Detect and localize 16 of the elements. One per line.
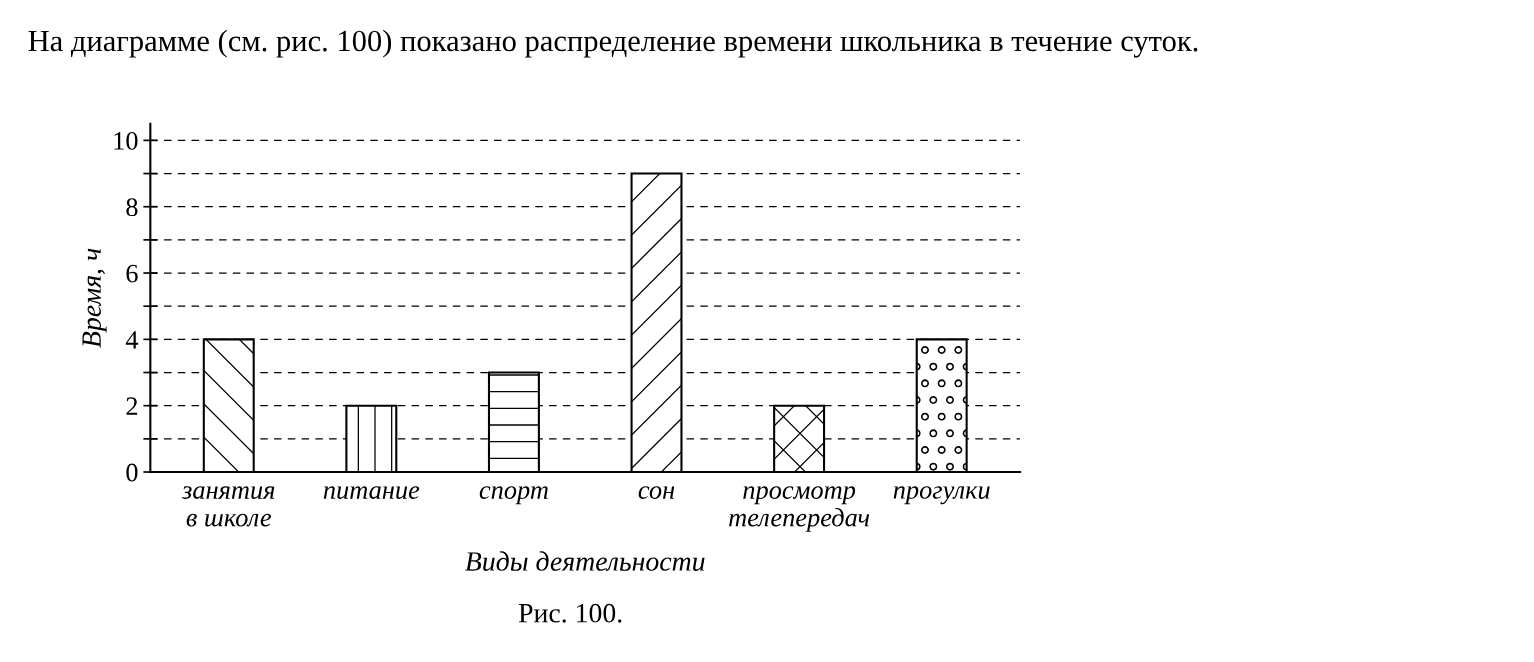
y-tick-label: 10 xyxy=(114,131,138,150)
y-tick-label: 4 xyxy=(125,331,139,349)
text: Рис. 100. xyxy=(518,603,622,623)
x-tick-label: спорт xyxy=(479,486,548,505)
x-tick-label: занятия в школе xyxy=(181,486,275,527)
y-axis-title: Время, ч xyxy=(82,248,107,348)
x-tick-label: прогулки xyxy=(893,486,990,505)
x-axis-title: Виды деятельности xyxy=(465,551,705,571)
y-tick-label: 8 xyxy=(126,198,138,217)
x-tick-label: сон xyxy=(638,486,675,499)
y-tick-label: 0 xyxy=(126,463,138,482)
y-tick-label: 6 xyxy=(126,264,138,283)
x-tick-label: просмотр телепередач xyxy=(729,486,870,532)
x-tick-label: питание xyxy=(323,486,420,499)
y-tick-label: 2 xyxy=(126,397,138,415)
chart-title: На диаграмме (см. рис. 100) показано распределение времени школьника в течение суток. xyxy=(28,29,1198,58)
